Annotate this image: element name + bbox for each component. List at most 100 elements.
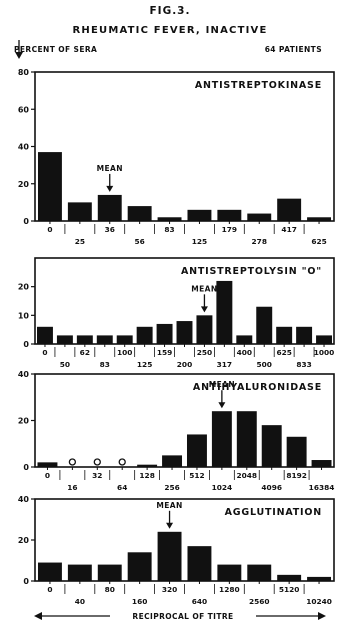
bar [277, 198, 302, 221]
bar [37, 152, 62, 221]
y-tick-label: 20 [18, 283, 30, 292]
bar [277, 574, 302, 581]
x-tick-label: 0 [42, 348, 47, 357]
panel-title: ANTIHYALURONIDASE [193, 382, 322, 393]
x-tick-label: 417 [281, 225, 296, 234]
x-tick-label: 159 [157, 348, 172, 357]
x-tick-label: 625 [311, 237, 326, 246]
bar [176, 321, 193, 344]
x-tick-label: 80 [105, 585, 115, 594]
x-tick-label: 5120 [279, 585, 300, 594]
panel-title: ANTISTREPTOLYSIN "O" [181, 266, 322, 277]
bar [296, 326, 313, 344]
figure-number: FIG.3. [150, 5, 191, 17]
mean-arrowhead-icon [200, 306, 208, 313]
x-tick-label: 62 [80, 348, 90, 357]
bar [311, 460, 332, 467]
bar [76, 335, 93, 344]
x-tick-label: 2560 [249, 597, 270, 606]
x-tick-label: 64 [117, 483, 127, 492]
chart-panel-2: ANTISTREPTOLYSIN "O" 0 10 20 MEAN 0 50 62 83 100 1… [18, 257, 335, 369]
mean-label: MEAN [209, 380, 235, 389]
x-tick-label: 125 [137, 360, 152, 369]
x-tick-label: 0 [47, 225, 52, 234]
x-tick-label: 179 [222, 225, 237, 234]
bar [187, 546, 212, 581]
bar [37, 462, 58, 467]
x-tick-label: 250 [197, 348, 212, 357]
y-tick-label: 40 [18, 143, 30, 152]
y-tick-label: 40 [18, 370, 30, 379]
bar [67, 564, 92, 581]
mean-arrowhead-icon [218, 402, 226, 409]
y-tick-label: 0 [23, 217, 29, 226]
x-tick-label: 200 [177, 360, 192, 369]
x-tick-label: 1000 [314, 348, 335, 357]
x-tick-label: 32 [92, 471, 102, 480]
bar [216, 280, 233, 344]
bar [157, 217, 182, 221]
x-tick-label: 100 [117, 348, 132, 357]
x-tick-label: 0 [47, 585, 52, 594]
x-tick-label: 40 [75, 597, 85, 606]
x-tick-label: 56 [135, 237, 145, 246]
x-tick-label: 833 [296, 360, 311, 369]
bar [196, 315, 213, 344]
mean-arrowhead-icon [166, 522, 174, 529]
bar [256, 306, 273, 344]
x-tick-label: 16384 [309, 483, 335, 492]
bar [186, 434, 207, 467]
panel-title: AGGLUTINATION [225, 507, 322, 518]
x-axis-footer-label: RECIPROCAL OF TITRE [132, 612, 233, 621]
bar [162, 455, 183, 467]
x-tick-label: 83 [100, 360, 110, 369]
bar [247, 213, 272, 221]
y-tick-label: 0 [23, 340, 29, 349]
bar [261, 425, 282, 467]
x-tick-label: 83 [164, 225, 174, 234]
x-tick-label: 400 [237, 348, 252, 357]
x-tick-label: 512 [189, 471, 204, 480]
x-tick-label: 50 [60, 360, 70, 369]
bar [236, 411, 257, 467]
x-tick-label: 1280 [219, 585, 240, 594]
bar [127, 552, 152, 581]
x-tick-label: 278 [252, 237, 267, 246]
x-tick-label: 256 [164, 483, 179, 492]
mean-label: MEAN [97, 164, 123, 173]
zero-marker [118, 458, 126, 466]
bar [316, 335, 333, 344]
y-axis-unit-label: PERCENT OF SERA [14, 45, 97, 54]
chart-panel-3: ANTIHYALURONIDASE 0 20 40 MEAN 0 16 32 64 128 256 5… [18, 370, 335, 492]
x-tick-label: 625 [276, 348, 291, 357]
bar [97, 564, 122, 581]
chart-panels: ANTISTREPTOKINASE 0 20 40 60 80 MEAN 0 25 36 56 83 1… [18, 68, 335, 606]
bar [36, 326, 53, 344]
x-tick-label: 2048 [237, 471, 258, 480]
bar [67, 202, 92, 221]
mean-label: MEAN [156, 501, 182, 510]
bar [307, 576, 332, 581]
x-footer-arrow-right-icon [256, 612, 326, 620]
bar [156, 323, 173, 344]
bar [286, 436, 307, 467]
bar [307, 217, 332, 221]
x-tick-label: 1024 [212, 483, 233, 492]
bar [37, 562, 62, 581]
x-tick-label: 0 [45, 471, 50, 480]
bar [96, 335, 113, 344]
x-tick-label: 25 [75, 237, 85, 246]
x-tick-label: 317 [217, 360, 232, 369]
bar [97, 194, 122, 221]
y-tick-label: 20 [18, 536, 30, 545]
y-tick-label: 20 [18, 180, 30, 189]
x-tick-label: 10240 [306, 597, 332, 606]
bar [157, 531, 182, 581]
mean-arrowhead-icon [106, 185, 114, 192]
zero-marker [93, 458, 101, 466]
chart-panel-4: AGGLUTINATION 0 20 40 MEAN 0 40 80 160 320 640 1280… [18, 495, 335, 606]
bar [247, 564, 272, 581]
x-tick-label: 640 [192, 597, 207, 606]
x-tick-label: 125 [192, 237, 207, 246]
